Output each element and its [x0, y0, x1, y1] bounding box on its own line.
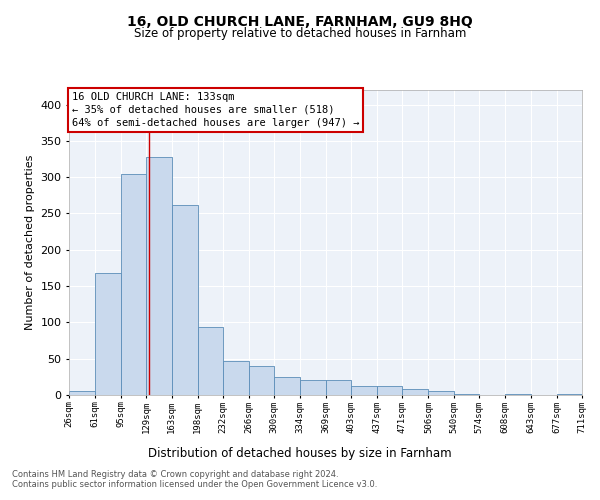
Bar [172, 206, 198, 395]
Text: 16, OLD CHURCH LANE, FARNHAM, GU9 8HQ: 16, OLD CHURCH LANE, FARNHAM, GU9 8HQ [127, 15, 473, 29]
Bar [454, 394, 479, 395]
Bar [402, 389, 428, 395]
Y-axis label: Number of detached properties: Number of detached properties [25, 155, 35, 330]
Bar [121, 174, 146, 395]
Text: Distribution of detached houses by size in Farnham: Distribution of detached houses by size … [148, 448, 452, 460]
Bar [69, 392, 95, 395]
Bar [557, 394, 582, 395]
Bar [352, 386, 377, 395]
Bar [223, 361, 249, 395]
Bar [95, 273, 121, 395]
Bar [428, 392, 454, 395]
Bar [505, 394, 531, 395]
Text: 16 OLD CHURCH LANE: 133sqm
← 35% of detached houses are smaller (518)
64% of sem: 16 OLD CHURCH LANE: 133sqm ← 35% of deta… [71, 92, 359, 128]
Text: Size of property relative to detached houses in Farnham: Size of property relative to detached ho… [134, 28, 466, 40]
Bar [249, 366, 274, 395]
Bar [146, 157, 172, 395]
Bar [326, 380, 352, 395]
Bar [377, 386, 402, 395]
Text: Contains HM Land Registry data © Crown copyright and database right 2024.
Contai: Contains HM Land Registry data © Crown c… [12, 470, 377, 490]
Bar [299, 380, 326, 395]
Bar [274, 377, 299, 395]
Bar [198, 328, 223, 395]
